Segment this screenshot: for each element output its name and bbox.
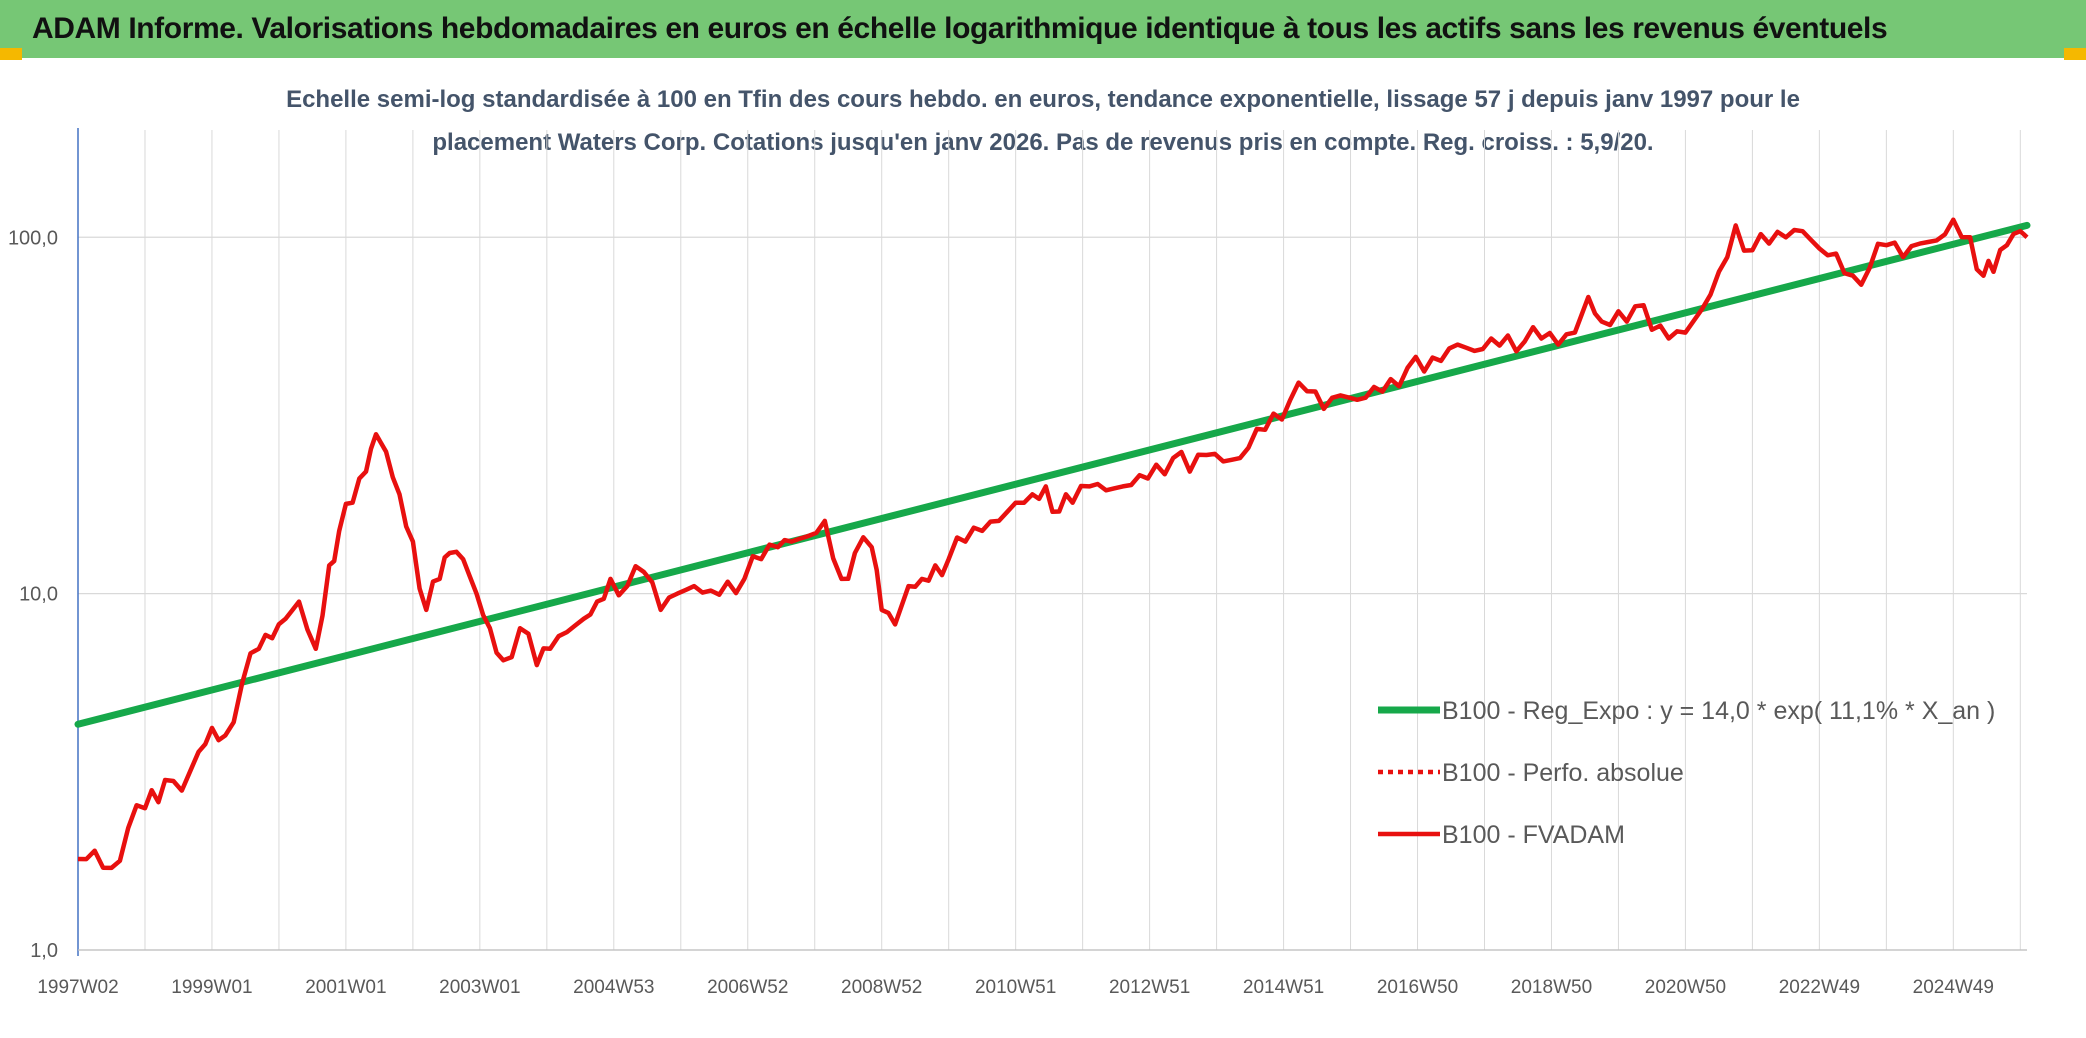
chart-legend: B100 - Reg_Expo : y = 14,0 * exp( 11,1% … (1378, 697, 1995, 849)
chart-series (74, 217, 2031, 871)
x-tick-label: 2024W49 (1913, 977, 1994, 998)
chart-axes: 1,0 10,0 100,0 1997W02 1999W01 2001W01 2003W01… (8, 128, 2027, 998)
x-tick-label: 2012W51 (1109, 977, 1190, 998)
x-tick-label: 1999W01 (171, 977, 252, 998)
legend-label: B100 - Perfo. absolue (1442, 759, 1684, 787)
chart-svg: Echelle semi-log standardisée à 100 en T… (8, 86, 2031, 998)
chart-grid (78, 130, 2027, 951)
chart-title: Echelle semi-log standardisée à 100 en T… (286, 86, 1800, 156)
corner-accent-left (0, 48, 22, 60)
y-tick-label: 100,0 (8, 227, 58, 249)
y-tick-label: 1,0 (30, 940, 58, 962)
x-tick-label: 2008W52 (841, 977, 922, 998)
legend-label: B100 - Reg_Expo : y = 14,0 * exp( 11,1% … (1442, 697, 1995, 725)
report-title: ADAM Informe. Valorisations hebdomadaire… (32, 12, 1888, 45)
fvadam-line (77, 217, 2029, 871)
x-tick-label: 2010W51 (975, 977, 1056, 998)
x-tick-label: 2016W50 (1377, 977, 1458, 998)
x-tick-label: 1997W02 (37, 977, 118, 998)
x-tick-label: 2003W01 (439, 977, 520, 998)
legend-label: B100 - FVADAM (1442, 821, 1625, 849)
chart-frame: Echelle semi-log standardisée à 100 en T… (0, 58, 2086, 1033)
corner-accent-right (2064, 48, 2086, 60)
report-header: ADAM Informe. Valorisations hebdomadaire… (0, 0, 2086, 58)
x-tick-label: 2022W49 (1779, 977, 1860, 998)
x-tick-label: 2014W51 (1243, 977, 1324, 998)
x-tick-label: 2006W52 (707, 977, 788, 998)
x-tick-label: 2018W50 (1511, 977, 1592, 998)
trend-line (74, 221, 2031, 728)
x-tick-label: 2020W50 (1645, 977, 1726, 998)
y-tick-label: 10,0 (19, 584, 58, 606)
chart-title-line-1: Echelle semi-log standardisée à 100 en T… (286, 86, 1800, 113)
chart-title-line-2: placement Waters Corp. Cotations jusqu'e… (432, 129, 1653, 156)
x-tick-label: 2004W53 (573, 977, 654, 998)
x-tick-label: 2001W01 (305, 977, 386, 998)
